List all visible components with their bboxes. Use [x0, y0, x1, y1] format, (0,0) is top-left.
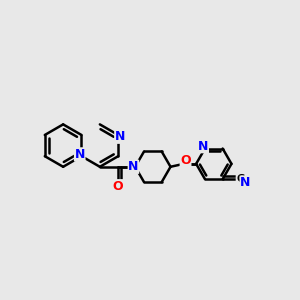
Text: N: N — [198, 140, 208, 153]
Text: N: N — [240, 176, 250, 189]
Text: N: N — [115, 130, 125, 143]
Text: N: N — [128, 160, 139, 173]
Text: N: N — [74, 148, 85, 161]
Text: O: O — [112, 180, 123, 193]
Text: O: O — [180, 154, 191, 167]
Text: C: C — [236, 174, 244, 184]
